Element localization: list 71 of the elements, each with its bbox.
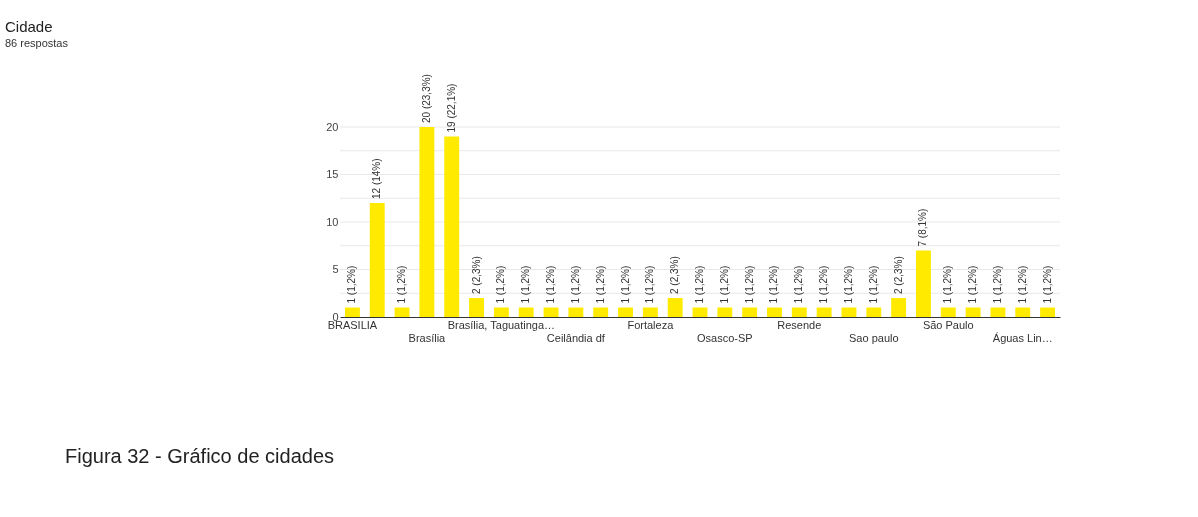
bar xyxy=(767,307,782,317)
data-label: 1 (1,2%) xyxy=(569,265,581,304)
data-label: 1 (1,2%) xyxy=(842,265,854,304)
bar xyxy=(419,127,435,317)
data-label: 1 (1,2%) xyxy=(694,265,705,304)
bar xyxy=(444,136,460,317)
x-tick-label: São Paulo xyxy=(922,318,974,331)
x-tick-label: Brasília xyxy=(408,331,447,344)
text: Cidade xyxy=(5,18,53,36)
data-label: 1 (1,2%) xyxy=(867,265,879,304)
bar xyxy=(593,307,609,317)
bar xyxy=(1040,307,1056,317)
y-tick-label: 5 xyxy=(332,263,339,275)
bar xyxy=(866,307,882,317)
text: Figura 32 - Gráfico de cidades xyxy=(65,445,335,467)
data-label: 20 (23,3%) xyxy=(420,74,432,123)
bar xyxy=(642,307,658,317)
data-label: 1 (1,2%) xyxy=(594,265,606,304)
bar xyxy=(791,307,807,317)
y-tick-label: 15 xyxy=(326,168,339,180)
x-tick-label: Brasília, Taguatinga… xyxy=(447,318,556,331)
bar xyxy=(667,298,683,317)
data-label: 1 (1,2%) xyxy=(520,265,532,304)
bar xyxy=(618,307,633,317)
x-tick-label: Resende xyxy=(777,318,822,331)
bar xyxy=(717,307,733,317)
bar xyxy=(469,298,484,317)
data-label: 1 (1,2%) xyxy=(346,265,358,304)
x-tick-label: Sao paulo xyxy=(849,331,899,344)
data-label: 1 (1,2%) xyxy=(1041,265,1053,304)
y-tick-label: 10 xyxy=(326,215,339,228)
bar xyxy=(965,307,981,317)
bar xyxy=(816,307,832,317)
bar xyxy=(990,307,1006,317)
data-label: 1 (1,2%) xyxy=(718,265,730,304)
x-tick-label: Fortaleza xyxy=(627,318,675,331)
data-label: 1 (1,2%) xyxy=(768,265,780,304)
data-label: 1 (1,2%) xyxy=(1016,265,1028,304)
bar xyxy=(518,307,534,317)
data-label: 1 (1,2%) xyxy=(967,265,979,304)
data-label: 1 (1,2%) xyxy=(619,265,631,304)
bar xyxy=(493,307,509,317)
data-label: 2 (2,3%) xyxy=(669,256,681,294)
x-tick-label: Águas Lin… xyxy=(992,331,1053,344)
data-label: 1 (1,2%) xyxy=(495,265,507,304)
x-tick-label: Osasco-SP xyxy=(697,331,753,344)
data-label: 1 (1,2%) xyxy=(942,265,954,304)
data-label: 1 (1,2%) xyxy=(793,265,805,304)
bar xyxy=(891,298,907,317)
bar xyxy=(394,307,410,317)
data-label: 1 (1,2%) xyxy=(545,265,557,304)
data-label: 1 (1,2%) xyxy=(818,265,830,304)
data-label: 19 (22,1%) xyxy=(445,83,457,133)
data-label: 1 (1,2%) xyxy=(743,265,755,304)
bar xyxy=(344,307,360,317)
x-tick-label: Ceilândia df xyxy=(546,331,606,344)
data-label: 1 (1,2%) xyxy=(991,265,1003,304)
data-label: 12 (14%) xyxy=(371,158,383,199)
bar xyxy=(369,203,385,317)
data-label: 2 (2,3%) xyxy=(470,256,482,294)
bar xyxy=(568,307,584,317)
bar xyxy=(742,307,758,317)
data-label: 1 (1,2%) xyxy=(644,265,656,304)
text: 86 respostas xyxy=(5,37,69,50)
bar xyxy=(940,307,956,317)
data-label: 1 (1,2%) xyxy=(396,265,408,304)
data-label: 2 (2,3%) xyxy=(892,256,904,294)
bar xyxy=(916,250,931,317)
data-label: 7 (8,1%) xyxy=(917,208,929,247)
bar xyxy=(1015,307,1031,317)
y-tick-label: 20 xyxy=(326,120,339,133)
